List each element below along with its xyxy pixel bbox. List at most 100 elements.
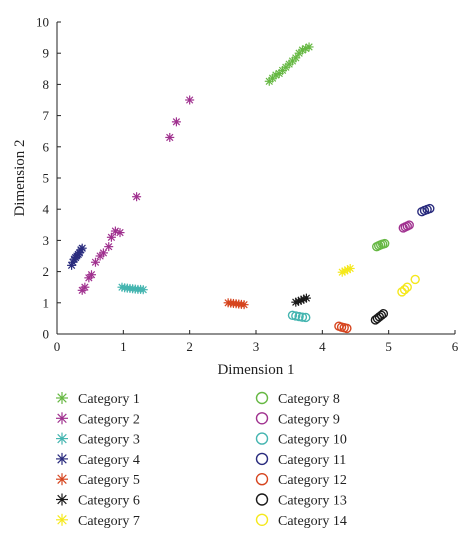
y-tick-label: 3 [43,233,50,248]
y-tick-label: 5 [43,171,50,186]
data-point [90,257,100,267]
series-4 [67,243,87,270]
legend-label: Category 1 [78,392,140,407]
x-tick-label: 0 [54,339,61,354]
data-point [345,263,355,273]
legend-item: Category 3 [56,432,140,448]
legend-item: Category 7 [56,513,140,529]
data-point [291,311,301,321]
data-point [378,309,389,319]
legend-marker [56,412,68,425]
data-point [304,42,314,52]
data-point [399,284,410,295]
legend-label: Category 12 [278,473,347,488]
data-point [294,311,304,322]
y-tick-label: 6 [43,139,50,154]
data-point [132,192,142,202]
series-8 [372,238,390,252]
legend-label: Category 4 [78,453,140,468]
legend-marker [56,432,68,445]
data-point [185,95,195,105]
data-point [239,300,249,310]
series-3 [117,282,148,295]
legend-label: Category 11 [278,453,346,468]
data-point [115,228,125,238]
legend-label: Category 5 [78,473,140,488]
data-point [402,282,412,292]
legend-label: Category 14 [278,514,347,529]
legend-item: Category 5 [56,473,140,488]
legend-item: Category 8 [255,391,340,407]
legend-item: Category 11 [255,452,346,468]
legend-label: Category 9 [278,412,340,427]
legend-label: Category 7 [78,514,140,529]
legend-item: Category 13 [255,493,347,509]
legend: Category 1 Category 2 Category 3 Category 4… [56,391,347,529]
legend-label: Category 3 [78,433,140,448]
data-point [165,132,175,142]
plot-area [56,22,455,335]
y-tick-label: 9 [43,46,50,61]
legend-marker [56,473,68,486]
data-point [379,238,390,249]
y-tick-label: 10 [36,15,49,30]
legend-label: Category 13 [278,494,347,509]
data-point [86,270,96,280]
data-point [342,323,352,334]
legend-marker [56,513,68,526]
legend-marker [255,412,269,425]
data-point [425,203,435,214]
x-tick-label: 1 [120,339,127,354]
legend-marker [56,452,68,465]
data-point [291,53,301,63]
y-tick-label: 0 [43,327,50,342]
y-tick-label: 4 [43,202,50,217]
legend-item: Category 4 [56,452,140,468]
x-tick-label: 4 [319,339,326,354]
series-6 [291,293,311,307]
legend-marker [255,473,269,486]
data-point [404,220,414,230]
data-point [80,282,90,292]
legend-item: Category 12 [255,473,347,488]
legend-item: Category 9 [255,412,340,427]
data-point [376,310,387,320]
legend-item: Category 6 [56,493,140,509]
data-point [410,274,420,285]
x-tick-label: 3 [253,339,260,354]
data-point [397,287,407,297]
legend-item: Category 10 [255,432,347,448]
legend-label: Category 6 [78,494,140,509]
series-9 [398,220,414,233]
series-7 [337,263,355,277]
x-tick-label: 5 [385,339,392,354]
data-point [98,248,108,258]
y-tick-label: 8 [43,77,50,92]
data-point [301,312,311,323]
legend-marker [56,493,68,506]
legend-marker [255,452,269,466]
y-tick-label: 7 [43,108,50,123]
x-tick-label: 6 [452,339,459,354]
legend-label: Category 8 [278,392,340,407]
series-13 [370,309,389,325]
x-axis-label: Dimension 1 [217,362,294,378]
legend-item: Category 2 [56,412,140,427]
series-2 [77,95,195,295]
series-12 [334,321,352,334]
legend-label: Category 10 [278,433,347,448]
data-point [138,285,148,295]
data-point [106,232,116,242]
data-point [301,293,311,303]
series-11 [417,203,435,217]
legend-marker [255,391,269,405]
x-axis: 0 1 2 3 4 5 6 [54,330,459,354]
legend-marker [255,513,269,526]
legend-item: Category 1 [56,392,140,407]
x-tick-label: 2 [186,339,193,354]
series-10 [287,310,311,323]
data-point [287,310,298,320]
legend-marker [255,432,269,445]
